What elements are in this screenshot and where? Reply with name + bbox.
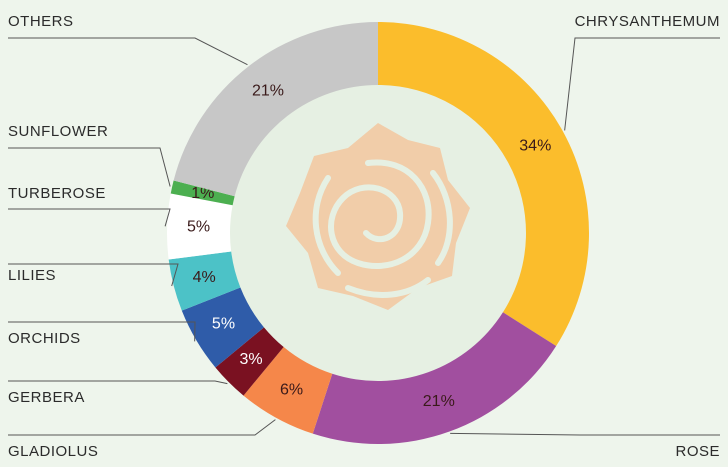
category-label: GERBERA: [8, 389, 85, 406]
leader-line: [8, 37, 248, 66]
leader-line: [8, 147, 171, 187]
value-label: 34%: [519, 138, 551, 155]
donut-segment: [181, 287, 264, 368]
category-label: OTHERS: [8, 13, 74, 30]
leader-line: [450, 432, 720, 436]
category-label: GLADIOLUS: [8, 443, 98, 460]
donut-segment: [243, 347, 333, 434]
donut-segment: [168, 251, 241, 311]
donut-segment: [378, 22, 589, 347]
value-label: 6%: [280, 382, 303, 399]
leader-line: [8, 419, 276, 436]
leader-line: [8, 208, 171, 227]
rose-icon: [286, 123, 470, 310]
value-label: 21%: [252, 82, 284, 99]
donut-segment: [173, 22, 378, 197]
category-label: ROSE: [675, 443, 720, 460]
donut-segment: [312, 312, 557, 444]
leader-line: [564, 37, 720, 131]
value-label: 4%: [193, 269, 216, 286]
category-label: CHRYSANTHEMUM: [575, 13, 720, 30]
leader-line: [8, 263, 179, 287]
value-label: 5%: [212, 316, 235, 333]
value-label: 5%: [187, 219, 210, 236]
category-label: SUNFLOWER: [8, 123, 108, 140]
category-label: TURBEROSE: [8, 185, 106, 202]
leader-line: [8, 321, 196, 342]
value-label: 3%: [240, 351, 263, 368]
donut-segment: [170, 180, 235, 206]
donut-segment: [167, 193, 233, 260]
category-label: LILIES: [8, 267, 56, 284]
donut-segment: [215, 327, 284, 396]
leader-line: [8, 380, 228, 385]
category-label: ORCHIDS: [8, 330, 81, 347]
value-label: 21%: [423, 393, 455, 410]
